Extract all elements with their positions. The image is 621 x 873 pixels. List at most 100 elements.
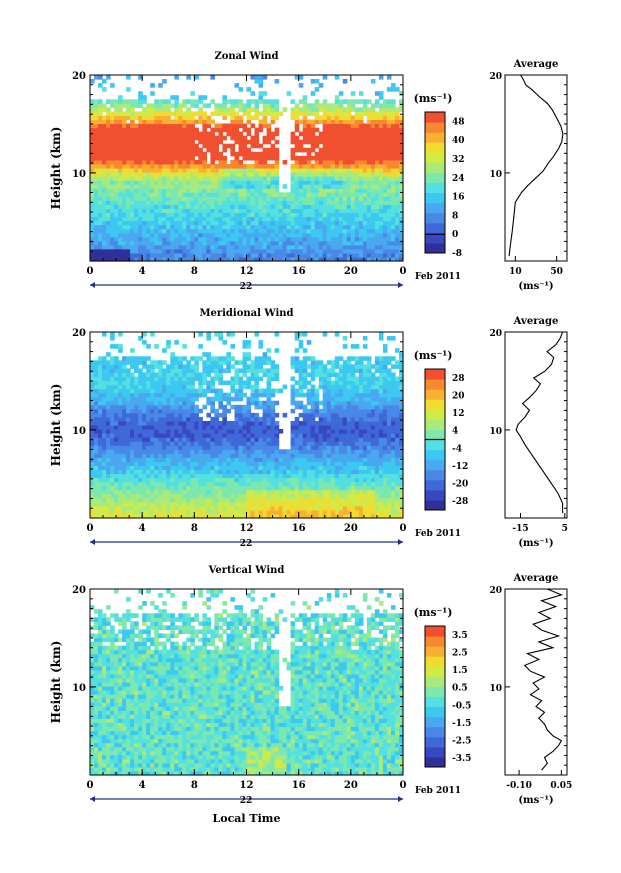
heatmap-cell bbox=[358, 200, 364, 205]
heatmap-cell bbox=[146, 155, 151, 161]
heatmap-cell bbox=[134, 497, 139, 503]
heatmap-cell bbox=[282, 240, 288, 246]
heatmap-cell bbox=[246, 248, 252, 254]
heatmap-cell bbox=[118, 127, 123, 133]
heatmap-cell bbox=[326, 252, 332, 258]
heatmap-cell bbox=[234, 461, 240, 466]
heatmap-cell bbox=[158, 176, 163, 181]
heatmap-cell bbox=[170, 252, 175, 258]
heatmap-cell bbox=[274, 196, 280, 201]
heatmap-cell bbox=[382, 139, 388, 145]
heatmap-cell bbox=[346, 139, 352, 145]
heatmap-cell bbox=[342, 228, 348, 234]
heatmap-cell bbox=[190, 216, 195, 222]
heatmap-cell bbox=[110, 505, 115, 511]
heatmap-cell bbox=[158, 376, 163, 382]
heatmap-cell bbox=[158, 155, 163, 161]
heatmap-cell bbox=[114, 453, 119, 458]
heatmap-cell bbox=[266, 412, 272, 418]
heatmap-cell bbox=[138, 469, 143, 475]
heatmap-cell bbox=[150, 204, 155, 209]
heatmap-cell bbox=[110, 143, 115, 149]
heatmap-cell bbox=[150, 240, 155, 246]
heatmap-cell bbox=[246, 151, 252, 157]
heatmap-cell bbox=[194, 453, 199, 458]
heatmap-cell bbox=[278, 388, 284, 394]
heatmap-cell bbox=[142, 481, 147, 487]
heatmap-cell bbox=[298, 83, 304, 88]
heatmap-cell bbox=[102, 429, 107, 434]
heatmap-cell bbox=[142, 332, 147, 337]
heatmap-cell bbox=[94, 396, 99, 402]
heatmap-cell bbox=[162, 131, 167, 137]
heatmap-cell bbox=[194, 392, 199, 398]
heatmap-cell bbox=[242, 425, 248, 430]
heatmap-cell bbox=[94, 99, 99, 104]
heatmap-cell bbox=[338, 196, 344, 201]
heatmap-cell bbox=[274, 489, 280, 495]
heatmap-cell bbox=[258, 433, 264, 438]
heatmap-cell bbox=[226, 352, 231, 357]
heatmap-cell bbox=[274, 131, 280, 137]
heatmap-cell bbox=[134, 473, 139, 479]
heatmap-cell bbox=[391, 232, 396, 238]
heatmap-cell bbox=[262, 216, 268, 222]
heatmap-cell bbox=[202, 514, 207, 519]
heatmap-cell bbox=[254, 489, 260, 495]
heatmap-cell bbox=[198, 208, 203, 213]
heatmap-cell bbox=[122, 103, 127, 108]
heatmap-cell bbox=[218, 131, 223, 137]
heatmap-cell bbox=[186, 115, 191, 120]
heatmap-cell bbox=[110, 135, 115, 141]
heatmap-cell bbox=[102, 445, 107, 450]
heatmap-cell bbox=[374, 244, 380, 250]
heatmap-cell bbox=[391, 155, 396, 161]
heatmap-cell bbox=[138, 388, 143, 394]
heatmap-cell bbox=[102, 200, 107, 205]
colorbar-segment bbox=[425, 212, 445, 224]
heatmap-cell bbox=[106, 143, 111, 149]
heatmap-cell bbox=[230, 441, 235, 446]
heatmap-cell bbox=[274, 485, 280, 491]
heatmap-cell bbox=[226, 421, 231, 426]
heatmap-cell bbox=[106, 184, 111, 189]
heatmap-cell bbox=[154, 457, 159, 462]
heatmap-cell bbox=[198, 147, 203, 153]
heatmap-cell bbox=[194, 224, 199, 230]
heatmap-cell bbox=[162, 421, 167, 426]
heatmap-cell bbox=[106, 196, 111, 201]
y-tick-label: 10 bbox=[72, 169, 86, 180]
heatmap-cell bbox=[366, 228, 372, 234]
heatmap-cell bbox=[290, 232, 296, 238]
heatmap-cell bbox=[354, 164, 360, 169]
heatmap-cell bbox=[130, 252, 135, 258]
heatmap-cell bbox=[362, 216, 368, 222]
heatmap-cell bbox=[142, 192, 147, 197]
heatmap-cell bbox=[338, 111, 344, 116]
heatmap-cell bbox=[110, 514, 115, 519]
heatmap-cell bbox=[114, 449, 119, 454]
heatmap-cell bbox=[146, 376, 151, 382]
heatmap-cell bbox=[250, 493, 256, 499]
heatmap-cell bbox=[214, 208, 219, 213]
heatmap-cell bbox=[206, 192, 211, 197]
heatmap-cell bbox=[226, 172, 231, 177]
heatmap-cell bbox=[138, 473, 143, 479]
heatmap-cell bbox=[198, 473, 203, 479]
heatmap-cell bbox=[146, 168, 151, 173]
heatmap-cell bbox=[290, 244, 296, 250]
heatmap-cell bbox=[250, 75, 256, 80]
heatmap-cell bbox=[342, 99, 348, 104]
heatmap-cell bbox=[178, 469, 183, 475]
heatmap-cell bbox=[110, 224, 115, 230]
heatmap-cell bbox=[294, 224, 300, 230]
heatmap-cell bbox=[302, 228, 308, 234]
heatmap-cell bbox=[399, 107, 404, 112]
heatmap-cell bbox=[374, 232, 380, 238]
heatmap-cell bbox=[262, 400, 268, 406]
heatmap-cell bbox=[98, 489, 103, 495]
heatmap-cell bbox=[246, 244, 252, 250]
heatmap-cell bbox=[202, 168, 207, 173]
heatmap-cell bbox=[166, 501, 171, 507]
heatmap-cell bbox=[358, 196, 364, 201]
